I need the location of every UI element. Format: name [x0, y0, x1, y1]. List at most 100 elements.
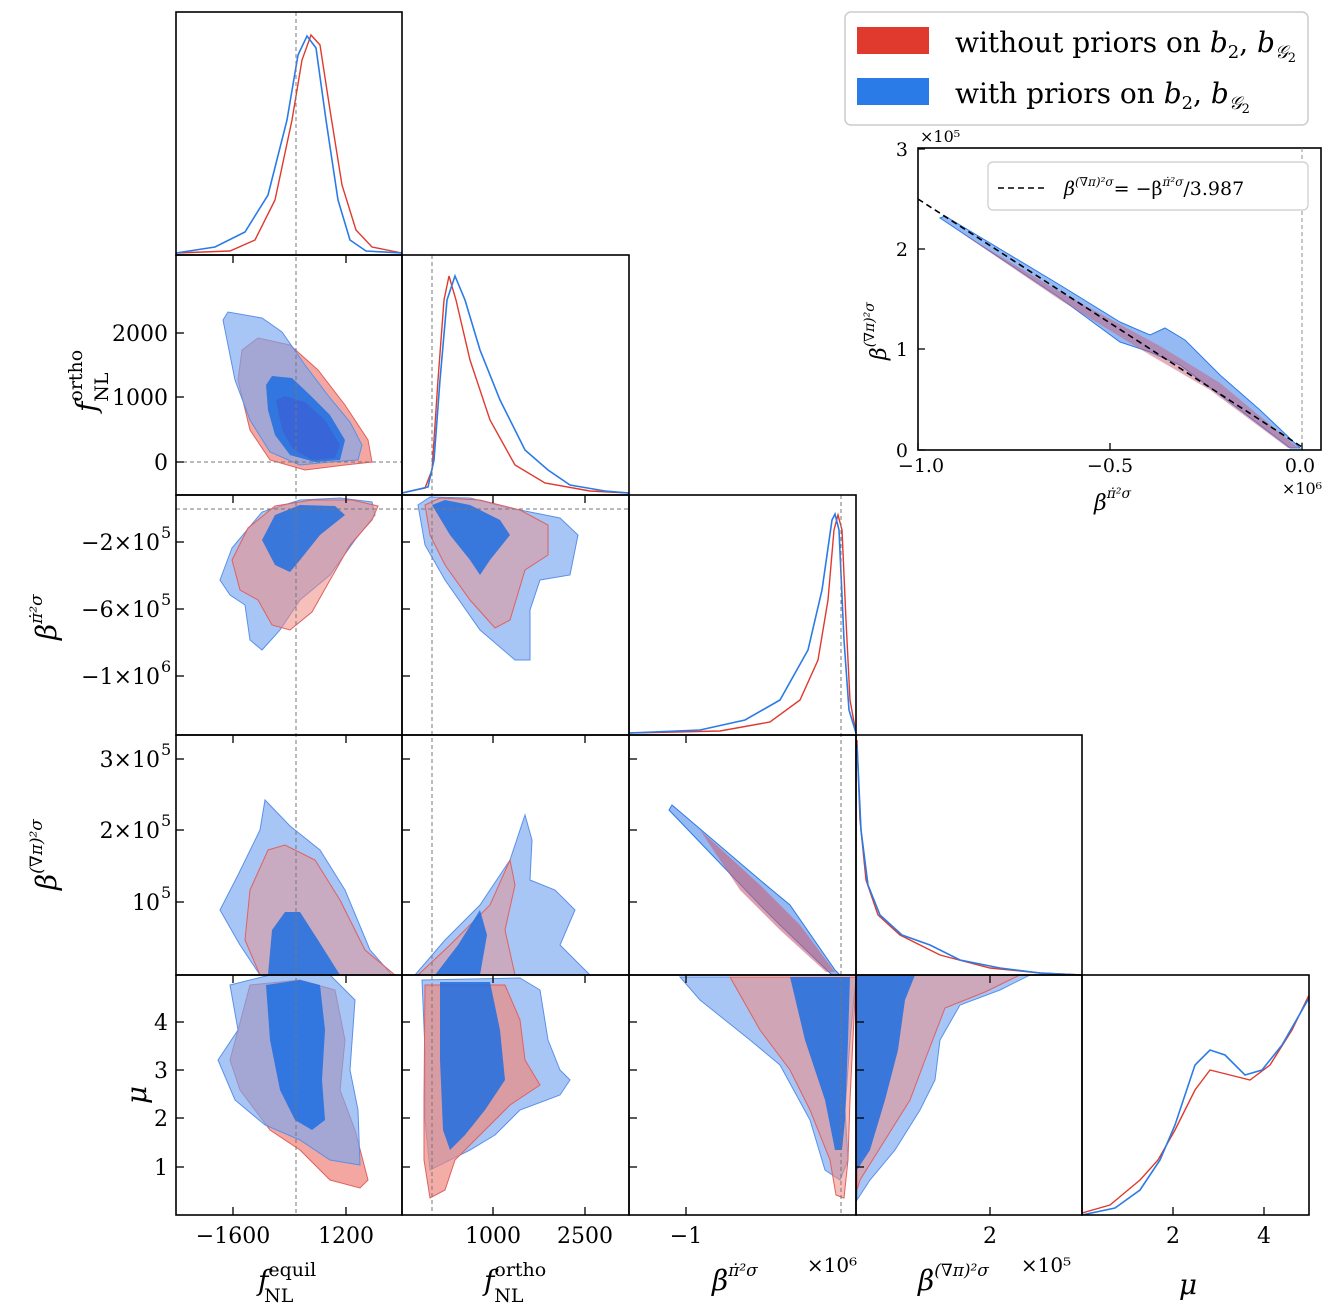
marginal-f-ortho — [401, 273, 630, 494]
contour-mu-vs-betapidot — [678, 976, 856, 1199]
marginal-beta-pidot — [628, 511, 857, 734]
ytick-grad-2-exp: 5 — [161, 811, 171, 830]
legend-swatch-red — [857, 27, 929, 54]
contour-blue-inner — [790, 977, 850, 1150]
ytick-ortho-3: 0 — [154, 451, 168, 476]
ylabel-mu: μ — [120, 1086, 153, 1104]
inset-legend-text: β(∇π)²σ= −βπ̇²σ/3.987 — [1063, 175, 1244, 200]
marginal-beta-grad-blue — [856, 744, 1083, 976]
marginal-beta-pidot-blue — [628, 511, 857, 734]
ylabel-beta-pidot: βπ̇²σ — [27, 594, 63, 641]
contour-mu-vs-ortho — [421, 977, 571, 1199]
contour-blue-inner — [262, 505, 345, 572]
ytick-mu-3: 2 — [154, 1107, 168, 1132]
legend-label-blue: with priors on b2, b𝒢2 — [955, 77, 1250, 117]
xlabel-f-ortho: fortho NL — [482, 1259, 546, 1307]
contour-red-inner — [700, 830, 835, 972]
inset-band-red — [960, 232, 1298, 448]
inset-legend-frame — [987, 161, 1309, 211]
xlabel-f-equil: fequil NL — [256, 1259, 316, 1307]
xtick-mu-2: 4 — [1257, 1224, 1271, 1249]
contour-mu-vs-equil — [217, 975, 369, 1189]
legend: without priors on b2, b𝒢2 with priors on… — [844, 11, 1309, 126]
contour-betapidot-vs-equil — [219, 497, 379, 651]
inset-ytick-3: 3 — [896, 139, 908, 161]
contour-blue-inner — [432, 500, 510, 575]
contour-betagrad-vs-equil — [219, 798, 396, 975]
ytick-beta-2: −6×10 — [81, 598, 160, 623]
ytick-grad-3-exp: 5 — [161, 883, 171, 902]
marginal-f-equil-red — [175, 33, 403, 254]
ylabel-f-ortho: fortho NL — [65, 350, 113, 414]
ytick-grad-2: 2×10 — [100, 819, 160, 844]
contour-blue-inner — [440, 982, 505, 1150]
x-axis-labels: fequil NL fortho NL βπ̇²σ β(∇π)²σ μ — [256, 1259, 1197, 1307]
ytick-grad-1-exp: 5 — [161, 740, 171, 759]
legend-swatch-blue — [857, 78, 929, 105]
inset-xtick-1: −1.0 — [898, 455, 944, 477]
ytick-ortho-1: 2000 — [112, 322, 168, 347]
marginal-mu-blue — [1081, 997, 1310, 1216]
inset-frame — [917, 147, 1322, 451]
contour-ortho-vs-equil — [222, 311, 373, 471]
y-axis-labels: fortho NL βπ̇²σ β(∇π)²σ μ — [27, 350, 153, 1104]
inset-y-scale: ×10⁵ — [920, 127, 960, 146]
ytick-beta-1: −2×10 — [81, 531, 160, 556]
contour-blue-inner — [268, 912, 340, 975]
marginal-mu-red — [1081, 994, 1310, 1214]
contour-betagrad-vs-betapidot — [668, 804, 841, 975]
inset-ylabel: β(∇π)²σ — [862, 302, 892, 361]
ytick-mu-2: 3 — [154, 1059, 168, 1084]
marginal-f-ortho-red — [401, 275, 630, 494]
marginal-f-ortho-blue — [401, 273, 630, 494]
marginal-f-equil-blue — [175, 34, 403, 254]
ytick-grad-1: 3×10 — [100, 748, 160, 773]
contour-blue-outer — [219, 798, 393, 975]
ytick-mu-1: 4 — [154, 1011, 168, 1036]
inset-ytick-0: 0 — [896, 440, 908, 462]
marginal-mu — [1081, 994, 1310, 1216]
contour-betapidot-vs-ortho — [417, 496, 579, 661]
ytick-beta-3-exp: 6 — [161, 657, 171, 676]
inset-ytick-1: 1 — [896, 339, 908, 361]
inset-xlabel: βπ̇²σ — [1093, 486, 1132, 516]
x-tick-labels: −1600 1200 1000 2500 −1 2 2 4 ×10⁶ ×10⁵ — [196, 1224, 1271, 1277]
ytick-mu-4: 1 — [154, 1156, 168, 1181]
ytick-beta-1-exp: 5 — [161, 523, 171, 542]
legend-label-red: without priors on b2, b𝒢2 — [955, 26, 1296, 66]
xtick-equil-2: 1200 — [318, 1224, 374, 1249]
xlabel-beta-pidot: βπ̇²σ — [711, 1261, 758, 1297]
legend-frame — [844, 11, 1309, 126]
contour-red-inner — [276, 396, 340, 460]
contour-blue-outer — [414, 813, 591, 975]
marginal-beta-grad — [856, 739, 1083, 976]
inset-ytick-2: 2 — [896, 239, 908, 261]
xtick-equil-1: −1600 — [196, 1224, 270, 1249]
inset-xtick-2: −0.5 — [1087, 455, 1133, 477]
marginal-f-equil — [175, 33, 403, 254]
contour-red-outer — [417, 858, 516, 975]
xtick-grad-1: 2 — [983, 1224, 997, 1249]
tick-marks — [176, 255, 1265, 1215]
ytick-beta-2-exp: 5 — [161, 590, 171, 609]
inset-relation-line — [917, 198, 1303, 448]
xlabel-beta-grad: β(∇π)²σ — [917, 1261, 989, 1297]
x-scale-beta: ×10⁶ — [807, 1253, 857, 1277]
ytick-grad-3: 10 — [132, 891, 160, 916]
marginal-beta-grad-red — [856, 739, 1083, 976]
xtick-ortho-2: 2500 — [557, 1224, 613, 1249]
ytick-ortho-2: 1000 — [112, 386, 168, 411]
contour-mu-vs-betagrad — [856, 975, 1031, 1202]
xtick-ortho-1: 1000 — [465, 1224, 521, 1249]
contour-blue-inner — [857, 975, 915, 1170]
inset-xtick-3: 0.0 — [1285, 455, 1315, 477]
panel-frames — [175, 11, 1310, 1216]
inset-x-scale: ×10⁶ — [1282, 479, 1322, 498]
marginal-beta-pidot-red — [628, 512, 857, 734]
xtick-mu-1: 2 — [1166, 1224, 1180, 1249]
ylabel-beta-grad: β(∇π)²σ — [27, 819, 63, 891]
ytick-beta-3: −1×10 — [81, 665, 160, 690]
x-scale-grad: ×10⁵ — [1021, 1253, 1071, 1277]
inset-plot: −1.0 −0.5 0.0 ×10⁶ 0 1 2 3 ×10⁵ βπ̇²σ β(… — [862, 127, 1322, 516]
